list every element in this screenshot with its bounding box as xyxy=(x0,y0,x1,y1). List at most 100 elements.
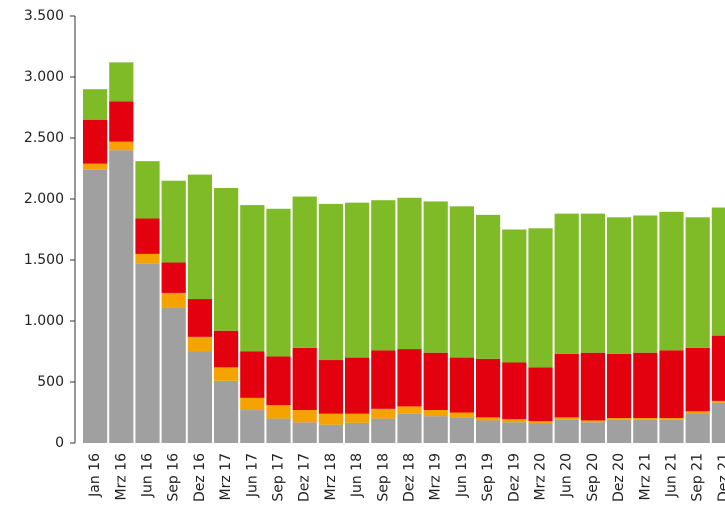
bar-segment xyxy=(240,351,265,398)
bar-segment xyxy=(711,400,725,403)
x-tick-label: Dez 19 xyxy=(506,453,522,502)
bar-segment xyxy=(161,180,186,263)
bar-segment xyxy=(685,413,710,443)
y-tick-label: 1.000 xyxy=(24,313,64,329)
x-tick-label: Dez 20 xyxy=(611,453,627,502)
bar-segment xyxy=(345,422,370,443)
bar-segment xyxy=(659,417,684,420)
bar-segment xyxy=(83,89,108,120)
x-tick-label: Mrz 20 xyxy=(533,453,549,500)
bar-segment xyxy=(659,350,684,418)
x-tick-label: Jan 16 xyxy=(87,453,103,498)
bar-segment xyxy=(292,196,317,348)
bar-segment xyxy=(423,416,448,443)
bar-segment xyxy=(161,292,186,308)
bar-segment xyxy=(135,218,160,254)
bar-segment xyxy=(554,353,579,418)
bar-segment xyxy=(633,352,658,418)
bar-segment xyxy=(580,352,605,421)
bar-segment xyxy=(423,201,448,353)
bar-segment xyxy=(528,228,553,368)
bar-segment xyxy=(292,410,317,423)
bar-segment xyxy=(214,330,239,368)
bar-segment xyxy=(607,353,632,418)
y-tick-label: 2.000 xyxy=(24,191,64,207)
bar-segment xyxy=(476,420,501,443)
bar-segment xyxy=(187,174,212,300)
y-tick-label: 0 xyxy=(55,435,64,451)
x-tick-label: Jun 18 xyxy=(349,453,365,498)
bar-segment xyxy=(607,419,632,443)
bar-segment xyxy=(292,347,317,411)
bar-segment xyxy=(371,408,396,419)
bar-segment xyxy=(685,347,710,412)
x-tick-label: Dez 21 xyxy=(716,453,725,502)
bar-segment xyxy=(580,213,605,353)
x-tick-label: Sep 21 xyxy=(690,453,706,502)
bar-segment xyxy=(187,299,212,337)
y-tick-label: 3.000 xyxy=(24,69,64,85)
x-tick-label: Dez 17 xyxy=(297,453,313,502)
bar-segment xyxy=(711,207,725,336)
bar-segment xyxy=(318,424,343,443)
bar-segment xyxy=(685,411,710,414)
x-tick-label: Mrz 21 xyxy=(637,453,653,500)
bar-segment xyxy=(240,410,265,443)
bar-segment xyxy=(83,119,108,164)
bar-segment xyxy=(580,422,605,443)
bar-segment xyxy=(397,413,422,443)
x-tick-label: Mrz 17 xyxy=(218,453,234,500)
x-tick-label: Jun 20 xyxy=(559,453,575,498)
bar-segment xyxy=(266,208,291,357)
bar-segment xyxy=(371,200,396,351)
bar-segment xyxy=(633,417,658,420)
bar-segment xyxy=(161,262,186,293)
bar-segment xyxy=(633,419,658,443)
bar-segment xyxy=(607,217,632,354)
x-tick-label: Dez 18 xyxy=(402,453,418,502)
bar-segment xyxy=(528,367,553,422)
bar-segment xyxy=(502,229,527,363)
bar-segment xyxy=(345,413,370,423)
bar-segment xyxy=(240,205,265,352)
y-tick-label: 1.500 xyxy=(24,252,64,268)
x-tick-label: Mrz 19 xyxy=(428,453,444,500)
y-tick-label: 500 xyxy=(37,374,64,390)
bar-segment xyxy=(214,380,239,443)
bar-segment xyxy=(659,211,684,351)
bar-segment xyxy=(476,214,501,359)
bar-segment xyxy=(633,215,658,353)
bar-segment xyxy=(423,352,448,411)
bar-segment xyxy=(476,417,501,421)
bar-segment xyxy=(135,263,160,443)
bar-segment xyxy=(607,417,632,420)
x-tick-label: Jun 17 xyxy=(244,453,260,498)
bar-segment xyxy=(240,397,265,411)
bar-segment xyxy=(528,421,553,424)
bar-segment xyxy=(266,405,291,419)
x-tick-label: Sep 18 xyxy=(375,453,391,502)
bar-segment xyxy=(554,419,579,443)
x-tick-label: Jun 21 xyxy=(664,453,680,498)
x-tick-label: Jun 19 xyxy=(454,453,470,498)
bar-segment xyxy=(187,336,212,352)
bar-segment xyxy=(109,150,134,443)
bar-segment xyxy=(83,163,108,170)
bar-segment xyxy=(345,202,370,358)
bar-segment xyxy=(397,406,422,414)
x-tick-label: Sep 20 xyxy=(585,453,601,502)
bar-segment xyxy=(685,217,710,348)
bar-segment xyxy=(528,423,553,443)
bar-segment xyxy=(449,357,474,413)
bar-segment xyxy=(397,349,422,407)
bar-segment xyxy=(318,360,343,414)
bar-segment xyxy=(345,357,370,414)
bar-segment xyxy=(135,161,160,219)
bar-segment xyxy=(135,253,160,264)
bar-segment xyxy=(214,367,239,381)
bar-segment xyxy=(449,206,474,358)
bar-segment xyxy=(109,141,134,151)
bar-segment xyxy=(502,362,527,420)
x-tick-label: Sep 17 xyxy=(271,453,287,502)
